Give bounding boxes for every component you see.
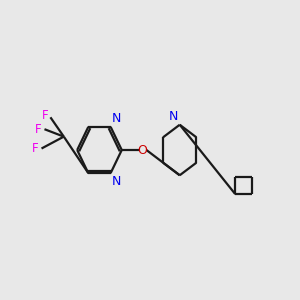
Text: N: N [169,110,178,123]
Text: F: F [41,109,48,122]
Text: N: N [112,112,122,125]
Text: O: O [138,143,148,157]
Text: F: F [35,123,41,136]
Text: N: N [112,175,122,188]
Text: F: F [32,142,38,155]
